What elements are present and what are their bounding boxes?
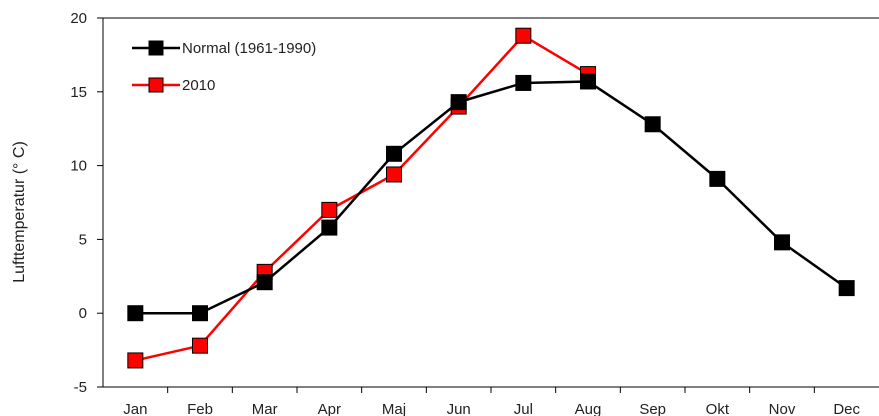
x-tick-label: Apr (318, 401, 341, 416)
data-point (127, 352, 144, 369)
data-point (386, 145, 402, 162)
legend-marker (148, 40, 164, 56)
x-tick-label: Dec (833, 401, 860, 416)
x-tick-label: Aug (575, 401, 602, 416)
x-tick-label: Jul (514, 401, 533, 416)
x-tick-label: Nov (769, 401, 796, 416)
data-point (515, 27, 532, 44)
legend: Normal (1961-1990) 2010 (132, 40, 316, 94)
legend-marker (148, 77, 164, 93)
data-point (838, 280, 855, 297)
data-point (644, 116, 661, 133)
data-point (127, 305, 144, 322)
legend-label: 2010 (182, 77, 215, 94)
series-layer (127, 27, 855, 369)
x-tick-label: Okt (706, 401, 730, 416)
data-point (709, 170, 726, 187)
legend-item: Normal (1961-1990) (132, 40, 316, 57)
x-tick-label: Feb (187, 401, 213, 416)
y-tick-label: 20 (70, 10, 87, 27)
data-point (450, 94, 467, 111)
y-tick-label: -5 (74, 379, 87, 396)
data-point (321, 201, 338, 218)
x-tick-label: Jun (447, 401, 471, 416)
axes: -5 0 5 10 15 20 Jan Feb Mar Apr Maj Jun Jul Aug Sep Okt… (70, 10, 879, 416)
y-tick-label: 10 (70, 158, 87, 175)
data-point (256, 274, 273, 291)
x-tick-label: Sep (639, 401, 666, 416)
data-point (774, 234, 790, 251)
y-axis-title: Lufttemperatur (° C) (11, 141, 28, 283)
series-line (135, 80, 848, 315)
data-point (515, 74, 532, 91)
legend-item: 2010 (132, 77, 215, 94)
data-point (386, 166, 402, 183)
y-tick-label: 5 (79, 231, 87, 248)
data-point (580, 73, 596, 90)
data-point (192, 337, 208, 354)
y-tick-label: 0 (79, 305, 87, 322)
x-tick-label: Mar (252, 401, 278, 416)
data-point (192, 305, 208, 322)
x-tick-label: Jan (123, 401, 147, 416)
x-tick-label: Maj (382, 401, 406, 416)
y-tick-label: 15 (70, 84, 87, 101)
series-normal-1961-1990 (127, 73, 855, 322)
data-point (321, 219, 338, 236)
legend-label: Normal (1961-1990) (182, 40, 316, 57)
